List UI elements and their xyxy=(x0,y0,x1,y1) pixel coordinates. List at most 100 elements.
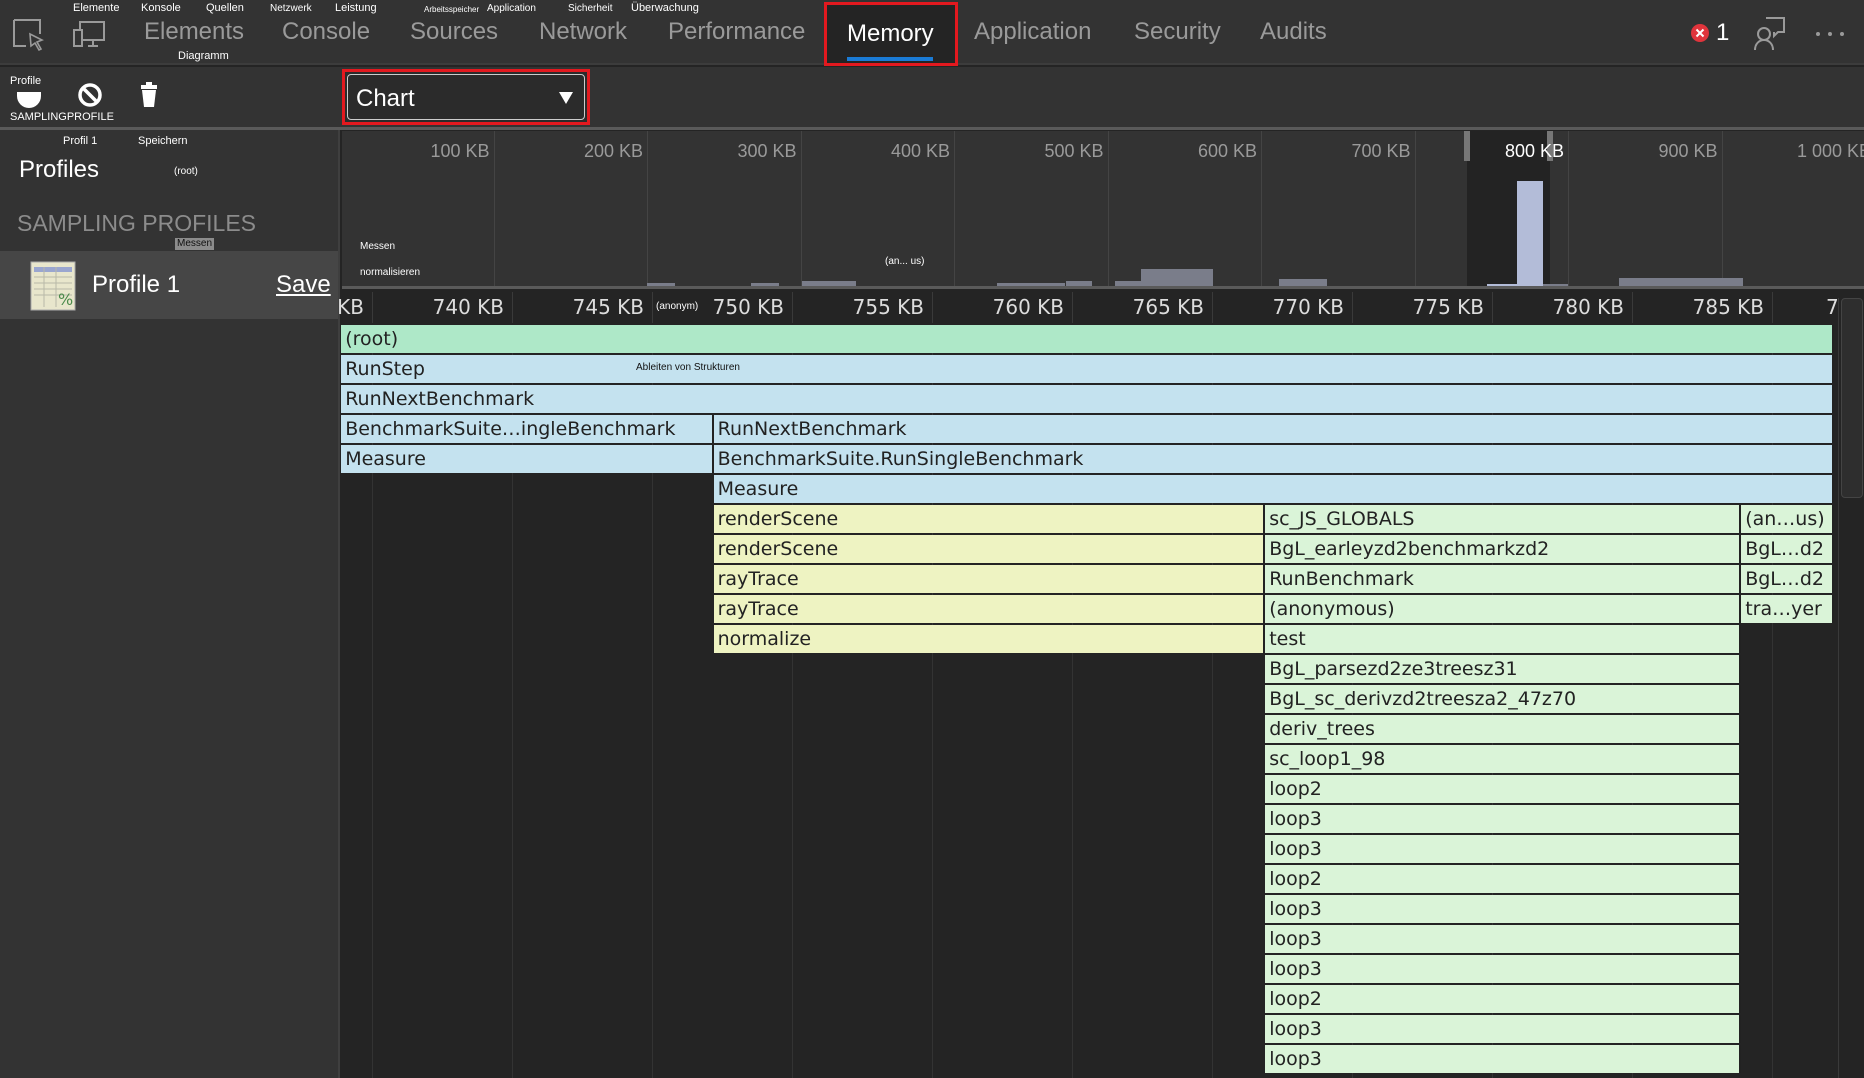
error-icon[interactable] xyxy=(1690,23,1710,43)
view-select-box: Chart xyxy=(347,74,585,120)
overview-tick-label: 300 KB xyxy=(737,141,797,161)
memory-overview[interactable]: 100 KB 200 KB 300 KB 400 KB 500 KB 600 KB 700 … xyxy=(342,131,1864,289)
flame-frame[interactable]: Measure xyxy=(713,475,1834,503)
flame-frame[interactable]: RunStep xyxy=(341,355,1834,383)
tab-memory[interactable]: Memory xyxy=(824,2,958,66)
flame-frame[interactable]: renderScene xyxy=(713,505,1266,533)
save-link[interactable]: Save xyxy=(276,271,331,298)
flame-frame[interactable]: loop3 xyxy=(1265,1045,1742,1073)
flame-frame[interactable]: (anonymous) xyxy=(1265,595,1742,623)
overlay-label: Ableiten von Strukturen xyxy=(636,362,740,373)
overview-tick-label: 1 000 KB xyxy=(1796,141,1864,161)
flame-chart[interactable]: (root) RunStep RunNextBenchmark BenchmarkSu… xyxy=(340,325,1837,1078)
flame-frame[interactable]: sc_JS_GLOBALS xyxy=(1265,505,1742,533)
ruler-gridline xyxy=(1072,292,1073,323)
device-toolbar-icon[interactable] xyxy=(72,20,106,50)
flame-frame[interactable]: loop2 xyxy=(1265,985,1742,1013)
flame-frame[interactable]: loop3 xyxy=(1265,955,1742,983)
flame-frame[interactable]: sc_loop1_98 xyxy=(1265,745,1742,773)
tab-console[interactable]: Console xyxy=(282,18,371,45)
selection-handle-right[interactable] xyxy=(1546,131,1553,161)
flame-frame[interactable]: loop3 xyxy=(1265,895,1742,923)
tab-elements[interactable]: Elements xyxy=(144,18,245,45)
tab-security[interactable]: Security xyxy=(1134,18,1221,45)
overlay-label: Sicherheit xyxy=(568,3,613,14)
flame-gridline xyxy=(792,325,793,1078)
ruler-gridline xyxy=(512,292,513,323)
profile-icon: % xyxy=(30,261,76,311)
tab-audits[interactable]: Audits xyxy=(1260,18,1327,45)
flame-frame[interactable]: loop3 xyxy=(1265,1015,1742,1043)
flame-frame[interactable]: loop3 xyxy=(1265,805,1742,833)
sampling-profiles-heading: SAMPLING PROFILES xyxy=(17,210,257,236)
flame-frame[interactable]: tra…yer xyxy=(1741,595,1834,623)
trash-icon[interactable] xyxy=(139,81,159,109)
detail-ruler: KB 740 KB 745 KB 750 KB 755 KB 760 KB 765 KB 77… xyxy=(337,292,1864,323)
flame-frame[interactable]: BgL_sc_derivzd2treesza2_47z70 xyxy=(1265,685,1742,713)
flame-frame[interactable]: loop2 xyxy=(1265,775,1742,803)
vertical-scrollbar[interactable] xyxy=(1838,298,1864,1078)
flame-frame[interactable]: (root) xyxy=(341,325,1834,353)
overlay-label: Application xyxy=(487,3,536,14)
overlay-label: Speichern xyxy=(138,135,188,147)
main-tab-bar: Elements Console Sources Network Perform… xyxy=(0,0,1864,66)
tab-performance[interactable]: Performance xyxy=(668,18,806,45)
flame-gridline xyxy=(652,325,653,1078)
tab-network[interactable]: Network xyxy=(539,18,628,45)
tab-application[interactable]: Application xyxy=(974,18,1092,45)
overlay-label: (anonym) xyxy=(656,301,699,312)
overview-gridline xyxy=(1568,131,1569,286)
ruler-gridline xyxy=(1352,292,1353,323)
flame-frame[interactable]: rayTrace xyxy=(713,595,1266,623)
profiles-sidebar: Profil 1 Speichern Profiles (root) SAMPL… xyxy=(0,130,340,1078)
record-icon[interactable] xyxy=(16,89,42,109)
ruler-gridline xyxy=(1212,292,1213,323)
view-select[interactable]: Chart xyxy=(342,69,590,125)
flame-frame[interactable]: BenchmarkSuite.RunSingleBenchmark xyxy=(713,445,1834,473)
flame-frame[interactable]: loop3 xyxy=(1265,925,1742,953)
flame-frame[interactable]: renderScene xyxy=(713,535,1266,563)
selection-handle-left[interactable] xyxy=(1463,131,1470,161)
ruler-tick-label: 770 KB xyxy=(1272,295,1344,319)
feedback-icon[interactable] xyxy=(1752,16,1786,52)
svg-text:%: % xyxy=(58,290,73,309)
overview-tick-label: 500 KB xyxy=(1044,141,1104,161)
view-select-value: Chart xyxy=(356,85,415,112)
flame-frame[interactable]: BgL_parsezd2ze3treesz31 xyxy=(1265,655,1742,683)
ruler-gridline xyxy=(372,292,373,323)
flame-frame[interactable]: Measure xyxy=(341,445,714,473)
flame-gridline xyxy=(1772,325,1773,1078)
tab-sources[interactable]: Sources xyxy=(410,18,499,45)
overview-bar xyxy=(1486,283,1518,286)
flame-gridline xyxy=(512,325,513,1078)
flame-frame[interactable]: RunBenchmark xyxy=(1265,565,1742,593)
flame-frame[interactable]: BgL…d2 xyxy=(1741,535,1834,563)
flame-frame[interactable]: RunNextBenchmark xyxy=(341,385,1834,413)
ruler-tick-label: 755 KB xyxy=(852,295,924,319)
profile-list-item[interactable]: % Profile 1 Save xyxy=(0,251,338,319)
flame-frame[interactable]: BgL…d2 xyxy=(1741,565,1834,593)
more-icon[interactable] xyxy=(1814,30,1846,38)
overview-bar xyxy=(996,282,1065,286)
overview-tick-label: 200 KB xyxy=(583,141,643,161)
error-count[interactable]: 1 xyxy=(1716,19,1730,46)
sampling-profile-label: SAMPLINGPROFILE xyxy=(10,111,114,123)
flame-frame[interactable]: test xyxy=(1265,625,1742,653)
flame-frame[interactable]: normalize xyxy=(713,625,1266,653)
flame-frame[interactable]: loop2 xyxy=(1265,865,1742,893)
overlay-label: (root) xyxy=(174,166,198,177)
flame-frame[interactable]: BenchmarkSuite…ingleBenchmark xyxy=(341,415,714,443)
overview-tick-label: 800 KB xyxy=(1504,141,1564,161)
profile-name: Profile 1 xyxy=(92,271,181,298)
ruler-gridline xyxy=(652,292,653,323)
flame-frame[interactable]: RunNextBenchmark xyxy=(713,415,1834,443)
flame-frame[interactable]: rayTrace xyxy=(713,565,1266,593)
overlay-label: Arbeitsspeicher xyxy=(424,5,480,14)
inspect-icon[interactable] xyxy=(12,18,46,52)
flame-frame[interactable]: (an…us) xyxy=(1741,505,1834,533)
flame-frame[interactable]: deriv_trees xyxy=(1265,715,1742,743)
clear-icon[interactable] xyxy=(77,82,103,108)
flame-frame[interactable]: BgL_earleyzd2benchmarkzd2 xyxy=(1265,535,1742,563)
flame-frame[interactable]: loop3 xyxy=(1265,835,1742,863)
scrollbar-thumb[interactable] xyxy=(1841,298,1863,498)
